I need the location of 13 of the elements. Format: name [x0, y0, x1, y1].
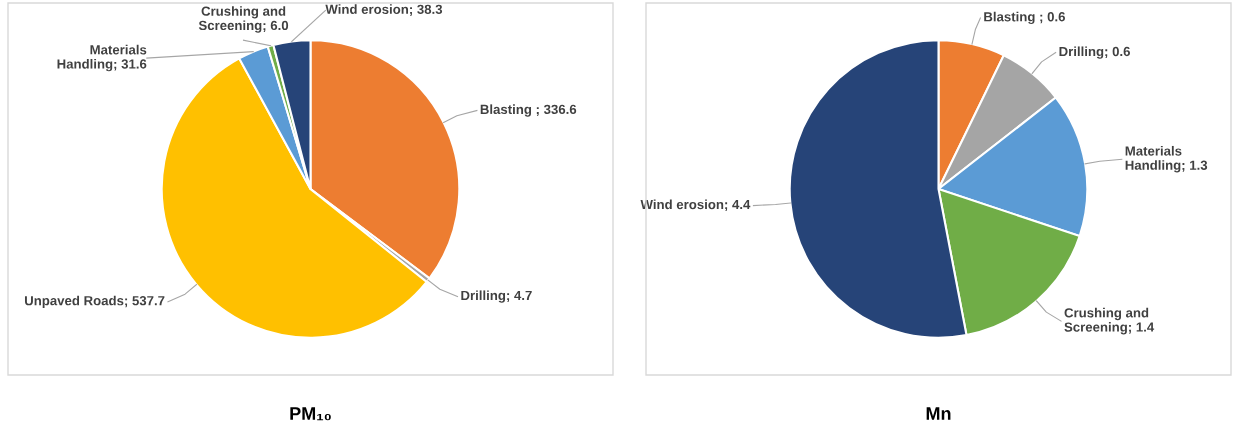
text: Mn	[926, 407, 951, 420]
slice-label: Drilling; 0.6	[1059, 46, 1130, 59]
slice-label: Crushing and Screening; 1.4	[1064, 307, 1155, 335]
text: PM₁₀	[290, 407, 331, 421]
slice-label: Unpaved Roads; 537.7	[24, 295, 165, 308]
slice-label: Materials Handling; 31.6	[57, 44, 147, 72]
slice-label: Blasting ; 336.6	[480, 104, 577, 117]
slice-label: Materials Handling; 1.3	[1125, 145, 1208, 173]
slice-label: Wind erosion; 38.3	[325, 4, 443, 16]
slice-label: Crushing and Screening; 6.0	[198, 6, 289, 33]
slice-label: Wind erosion; 4.4	[640, 199, 751, 212]
slice-label: Blasting ; 0.6	[984, 11, 1065, 25]
slice-label: Drilling; 4.7	[461, 290, 532, 303]
